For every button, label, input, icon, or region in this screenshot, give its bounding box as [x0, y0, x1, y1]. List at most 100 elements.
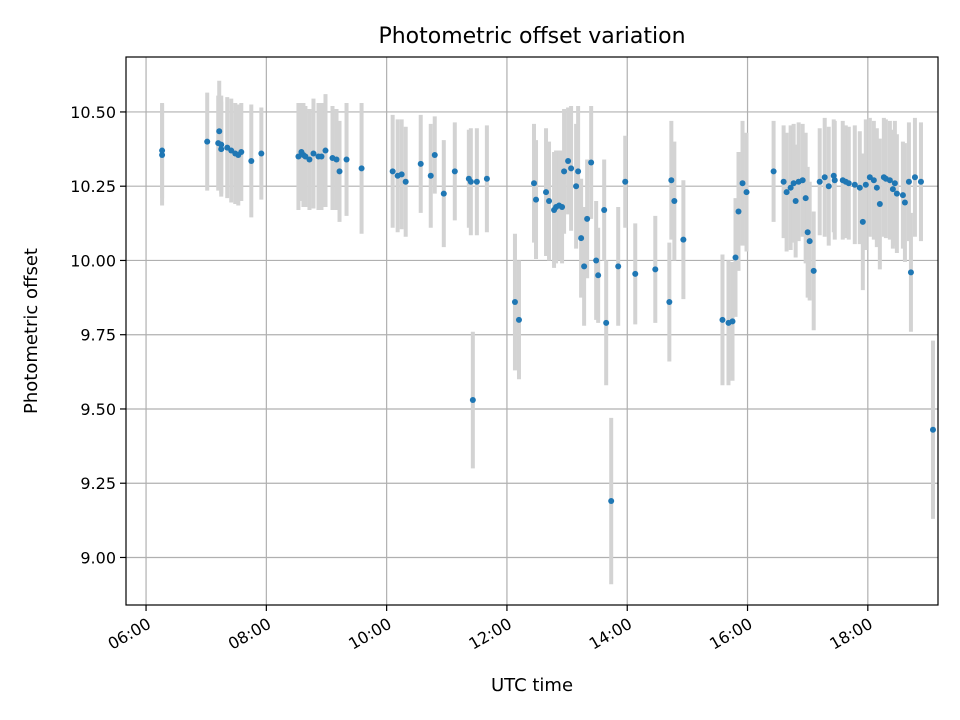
data-point: [318, 153, 325, 160]
y-tick-label: 9.50: [80, 400, 116, 419]
data-point: [899, 192, 906, 199]
data-point: [467, 178, 474, 185]
data-point: [358, 165, 365, 172]
data-point: [859, 218, 866, 225]
data-point: [845, 180, 852, 187]
data-point: [862, 181, 869, 188]
data-point: [543, 189, 550, 196]
data-point: [584, 215, 591, 222]
data-point: [343, 156, 350, 163]
data-point: [440, 190, 447, 197]
x-axis-label: UTC time: [491, 675, 573, 696]
data-point: [533, 196, 540, 203]
data-point: [568, 165, 575, 172]
data-point: [398, 171, 405, 178]
chart-title: Photometric offset variation: [378, 24, 685, 49]
data-point: [729, 318, 736, 325]
data-point: [735, 208, 742, 215]
data-point: [159, 147, 166, 154]
data-point: [622, 178, 629, 185]
data-point: [821, 174, 828, 181]
data-point: [816, 178, 823, 185]
data-point: [783, 189, 790, 196]
data-point: [851, 181, 858, 188]
data-points: [159, 128, 936, 505]
data-point: [770, 168, 777, 175]
data-point: [831, 177, 838, 184]
data-point: [431, 152, 438, 159]
data-point: [531, 180, 538, 187]
data-point: [806, 238, 813, 245]
y-tick-label: 10.00: [70, 251, 116, 270]
data-point: [483, 175, 490, 182]
y-axis-label: Photometric offset: [21, 248, 42, 414]
data-point: [333, 156, 340, 163]
data-point: [216, 128, 223, 135]
data-point: [893, 190, 900, 197]
data-point: [615, 263, 622, 270]
data-point: [873, 184, 880, 191]
data-point: [546, 198, 553, 205]
data-point: [601, 206, 608, 213]
y-tick-label: 9.00: [80, 548, 116, 567]
data-point: [451, 168, 458, 175]
y-axis: 9.00 9.25 9.50 9.75 10.00 10.25 10.50: [70, 103, 126, 567]
data-point: [603, 319, 610, 326]
data-point: [511, 299, 518, 306]
data-point: [595, 272, 602, 279]
data-point: [258, 150, 265, 157]
data-point: [218, 146, 225, 153]
data-point: [336, 168, 343, 175]
data-point: [632, 270, 639, 277]
y-tick-label: 9.25: [80, 474, 116, 493]
data-point: [804, 229, 811, 236]
data-point: [306, 156, 313, 163]
data-point: [608, 498, 615, 505]
data-point: [389, 168, 396, 175]
data-point: [668, 177, 675, 184]
data-point: [790, 180, 797, 187]
data-point: [732, 254, 739, 261]
data-point: [248, 157, 255, 164]
data-point: [402, 178, 409, 185]
data-point: [218, 141, 225, 148]
data-point: [802, 195, 809, 202]
data-point: [581, 263, 588, 270]
data-point: [870, 177, 877, 184]
data-point: [743, 189, 750, 196]
data-point: [559, 203, 566, 210]
data-point: [593, 257, 600, 264]
data-point: [719, 316, 726, 323]
data-point: [295, 153, 302, 160]
plot-frame: [125, 56, 939, 606]
data-point: [810, 267, 817, 274]
data-point: [886, 177, 893, 184]
data-point: [310, 150, 317, 157]
data-point: [856, 184, 863, 191]
data-point: [739, 180, 746, 187]
data-point: [780, 178, 787, 185]
data-point: [204, 138, 211, 145]
data-point: [889, 186, 896, 193]
data-point: [876, 201, 883, 208]
data-point: [799, 177, 806, 184]
data-point: [578, 235, 585, 242]
data-point: [565, 157, 572, 164]
data-point: [588, 159, 595, 166]
data-point: [680, 236, 687, 243]
data-point: [427, 172, 434, 179]
y-tick-label: 9.75: [80, 326, 116, 345]
data-point: [575, 168, 582, 175]
data-point: [666, 299, 673, 306]
data-point: [905, 178, 912, 185]
data-point: [907, 269, 914, 276]
data-point: [891, 180, 898, 187]
data-point: [911, 174, 918, 181]
data-point: [238, 149, 245, 156]
data-point: [929, 426, 936, 433]
data-point: [515, 316, 522, 323]
data-point: [322, 147, 329, 154]
data-point: [917, 178, 924, 185]
